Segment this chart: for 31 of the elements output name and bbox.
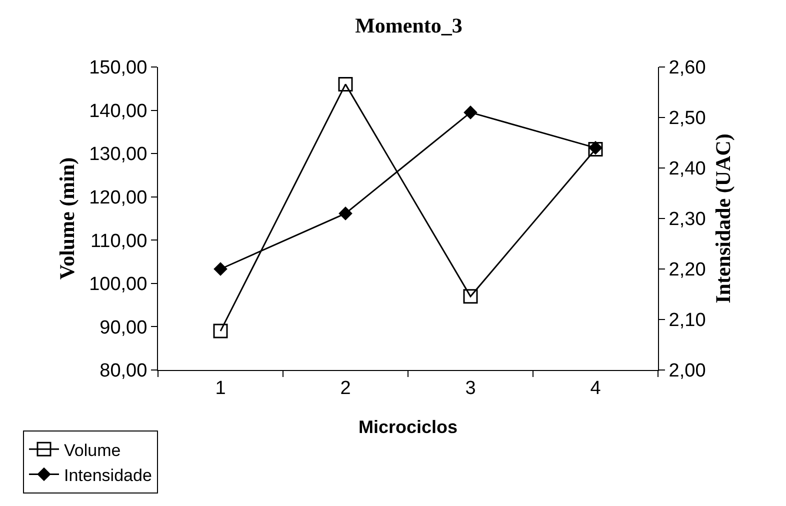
- x-tick-label: 1: [215, 378, 226, 399]
- y2-tick-label: 2,00: [668, 360, 706, 382]
- y2-tick-label: 2,10: [668, 310, 706, 332]
- point: [338, 206, 352, 220]
- x-axis-title: Microciclos: [358, 416, 458, 437]
- y2-axis-title: Intensidade (UAC): [710, 134, 735, 304]
- y-tick-label: 110,00: [90, 230, 148, 252]
- y-tick-label: 140,00: [89, 100, 148, 122]
- y2-tick-label: 2,40: [668, 158, 706, 180]
- y-tick-label: 90,00: [100, 317, 148, 338]
- x-tick-label: 2: [340, 378, 351, 399]
- y-tick-label: 150,00: [89, 58, 148, 79]
- y-tick-label: 120,00: [89, 188, 148, 209]
- y-tick-label: 130,00: [89, 144, 148, 166]
- y2-tick-label: 2,50: [668, 108, 706, 130]
- point: [214, 262, 228, 276]
- legend-label: Intensidade: [64, 466, 152, 485]
- y2-tick-label: 2,60: [668, 58, 706, 79]
- chart-title: Momento_3: [355, 13, 462, 38]
- y-axis-title: Volume (min): [55, 157, 80, 280]
- y-tick-label: 100,00: [89, 274, 148, 296]
- point: [338, 77, 353, 92]
- y-tick-label: 80,00: [100, 360, 148, 382]
- y2-tick-label: 2,30: [668, 209, 706, 230]
- legend-label: Volume: [64, 440, 121, 460]
- x-tick-label: 4: [590, 378, 602, 399]
- x-tick-label: 3: [465, 378, 476, 399]
- point: [464, 106, 478, 120]
- point: [463, 289, 478, 304]
- point: [213, 324, 228, 338]
- y2-tick-label: 2,20: [668, 260, 706, 281]
